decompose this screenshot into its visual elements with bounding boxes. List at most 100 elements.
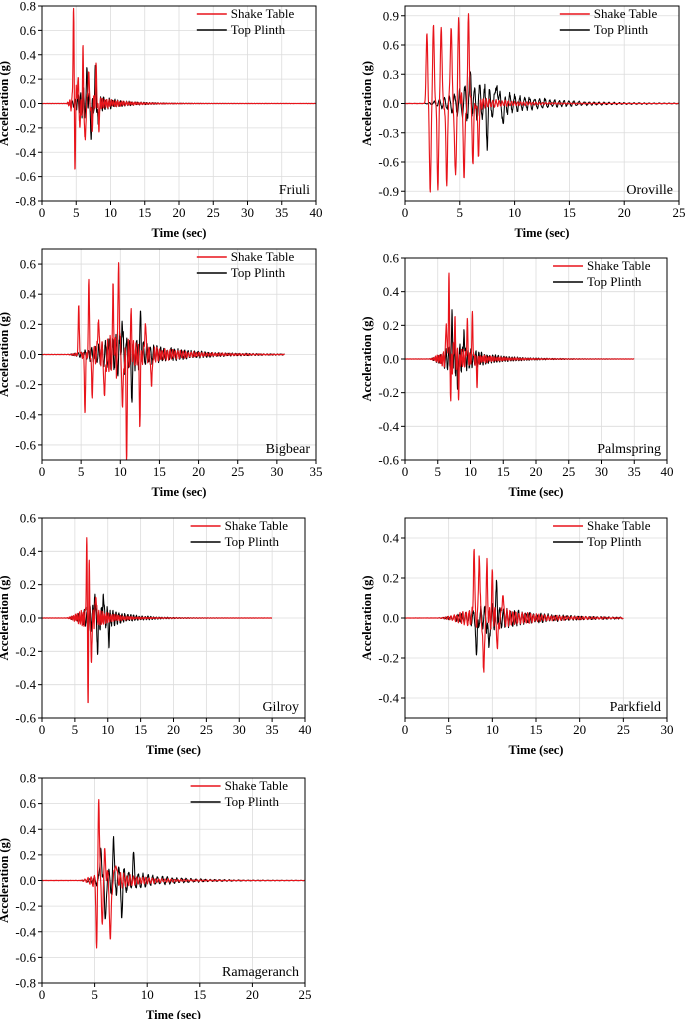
- y-axis-title: Acceleration (g): [360, 575, 374, 660]
- x-tick-label: 20: [618, 205, 631, 220]
- panel-oroville: 0 5 10 15 20 25 -0.9 -0.6 -0.3 0.0 0.3 0.6 0.9 Time (…: [360, 5, 685, 240]
- legend-label-shake-table: Shake Table: [587, 518, 651, 533]
- x-tick-label: 25: [617, 722, 630, 737]
- y-tick-label: 0.2: [20, 577, 36, 592]
- x-tick-label: 15: [497, 464, 510, 479]
- y-tick-label: 0.0: [383, 352, 399, 367]
- x-tick-label: 40: [661, 464, 674, 479]
- x-tick-label: 0: [402, 205, 409, 220]
- y-tick-label: 0.2: [20, 72, 36, 87]
- record-name: Parkfield: [610, 700, 661, 715]
- x-tick-label: 0: [402, 464, 409, 479]
- x-tick-label: 35: [275, 205, 288, 220]
- y-tick-label: -0.2: [15, 899, 36, 914]
- series-lines: [42, 262, 285, 460]
- y-tick-label: 0.2: [20, 317, 36, 332]
- x-tick-label: 15: [153, 464, 166, 479]
- x-tick-label: 25: [200, 722, 213, 737]
- y-tick-label: -0.6: [15, 950, 36, 965]
- series-line-top-plinth: [405, 309, 635, 390]
- legend-label-shake-table: Shake Table: [231, 249, 295, 264]
- y-tick-label: -0.6: [378, 155, 399, 170]
- x-tick-label: 10: [508, 205, 521, 220]
- x-tick-label: 15: [193, 987, 206, 1002]
- y-axis-title: Acceleration (g): [360, 316, 374, 401]
- x-tick-label: 20: [530, 464, 543, 479]
- x-tick-label: 20: [173, 205, 186, 220]
- record-name: Palmspring: [597, 442, 661, 457]
- x-tick-label: 15: [530, 722, 543, 737]
- y-tick-label: 0.6: [20, 511, 37, 526]
- y-tick-label: -0.6: [15, 711, 36, 726]
- series-line-top-plinth: [42, 835, 305, 920]
- legend-label-top-plinth: Top Plinth: [587, 274, 642, 289]
- y-tick-label: -0.4: [378, 691, 399, 706]
- x-tick-label: 5: [435, 464, 442, 479]
- y-tick-label: 0.4: [20, 544, 37, 559]
- y-tick-label: 0.8: [20, 0, 36, 14]
- y-tick-label: -0.6: [15, 437, 36, 452]
- y-tick-label: 0.2: [383, 318, 399, 333]
- x-axis-title: Time (sec): [152, 226, 207, 240]
- legend-label-shake-table: Shake Table: [225, 518, 289, 533]
- x-tick-label: 40: [299, 722, 312, 737]
- panel-friuli: 0 5 10 15 20 25 30 35 40 -0.8 -0.6 -0.4 -0.2 0.0 0.2 0.…: [0, 0, 323, 240]
- x-tick-label: 0: [39, 987, 46, 1002]
- y-tick-label: 0.3: [383, 67, 399, 82]
- y-tick-label: 0.8: [20, 771, 36, 786]
- y-tick-label: -0.3: [378, 125, 399, 140]
- record-name: Bigbear: [266, 442, 311, 457]
- y-axis-title: Acceleration (g): [0, 61, 11, 146]
- y-tick-label: 0.0: [20, 611, 36, 626]
- x-tick-label: 20: [573, 722, 586, 737]
- series-lines: [42, 7, 316, 170]
- x-tick-label: 25: [562, 464, 575, 479]
- x-tick-label: 30: [270, 464, 283, 479]
- x-tick-label: 10: [486, 722, 499, 737]
- x-tick-label: 5: [72, 722, 79, 737]
- series-lines: [42, 537, 273, 704]
- series-line-shake-table: [42, 7, 316, 170]
- y-axis-title: Acceleration (g): [360, 61, 374, 146]
- x-tick-label: 25: [231, 464, 244, 479]
- x-tick-label: 15: [134, 722, 147, 737]
- x-axis-title: Time (sec): [146, 743, 201, 757]
- series-lines: [405, 272, 635, 402]
- x-tick-label: 0: [39, 722, 46, 737]
- y-tick-label: 0.4: [383, 284, 400, 299]
- y-tick-label: 0.4: [20, 287, 37, 302]
- y-tick-label: -0.4: [378, 419, 399, 434]
- series-lines: [42, 799, 305, 949]
- y-tick-label: 0.0: [20, 96, 36, 111]
- x-tick-label: 10: [104, 205, 117, 220]
- y-tick-label: -0.9: [378, 184, 399, 199]
- x-tick-label: 0: [39, 205, 46, 220]
- x-axis-title: Time (sec): [146, 1008, 201, 1019]
- legend-label-shake-table: Shake Table: [594, 6, 658, 21]
- x-axis-title: Time (sec): [509, 485, 564, 499]
- x-tick-label: 35: [310, 464, 323, 479]
- y-tick-label: 0.6: [20, 257, 37, 272]
- y-tick-label: -0.8: [15, 976, 36, 991]
- series-line-shake-table: [42, 262, 285, 460]
- legend-label-top-plinth: Top Plinth: [231, 265, 286, 280]
- y-tick-label: 0.2: [20, 847, 36, 862]
- y-axis-title: Acceleration (g): [0, 312, 11, 397]
- y-tick-label: -0.6: [378, 453, 399, 468]
- y-tick-label: -0.4: [15, 407, 36, 422]
- x-tick-label: 10: [141, 987, 154, 1002]
- x-tick-label: 15: [563, 205, 576, 220]
- series-lines: [405, 548, 624, 673]
- x-tick-label: 0: [402, 722, 409, 737]
- panel-ramageranch: 0 5 10 15 20 25 -0.8 -0.6 -0.4 -0.2 0.0 0.2 0.4 0.6 0.…: [0, 771, 312, 1019]
- y-tick-label: 0.4: [20, 822, 37, 837]
- y-tick-label: -0.2: [15, 120, 36, 135]
- legend-label-shake-table: Shake Table: [225, 778, 289, 793]
- legend-label-shake-table: Shake Table: [587, 258, 651, 273]
- y-tick-label: -0.4: [15, 924, 36, 939]
